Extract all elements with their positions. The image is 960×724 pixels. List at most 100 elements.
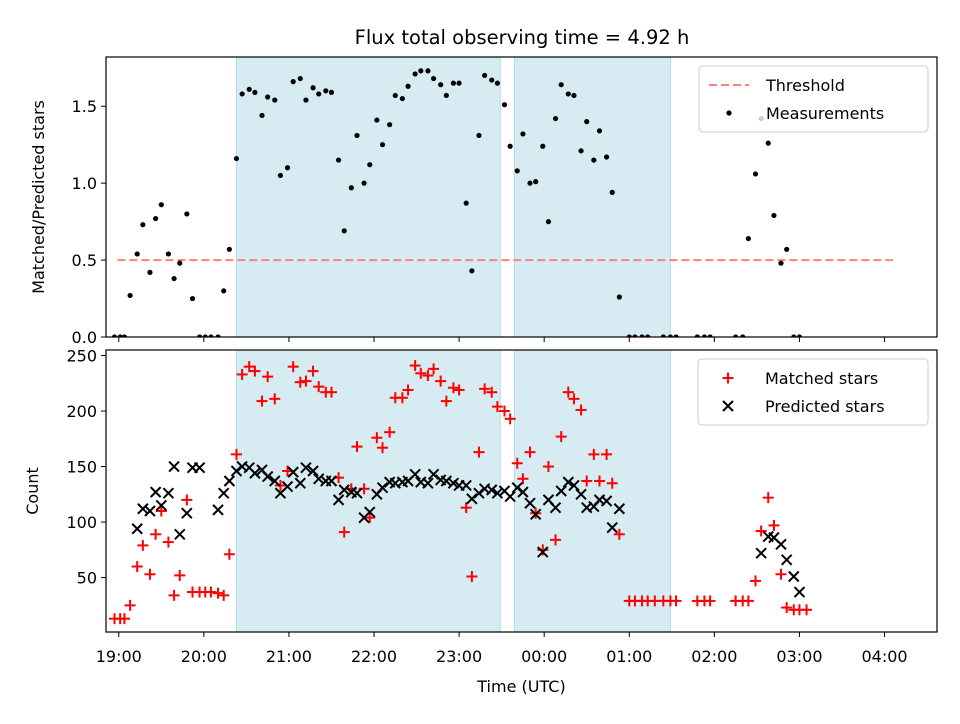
predicted-star-point — [755, 547, 767, 559]
predicted-star-point — [780, 554, 793, 566]
measurement-point — [540, 143, 546, 149]
matched-star-point — [256, 395, 268, 407]
predicted-star-point — [427, 468, 440, 481]
legend-label: Threshold — [765, 76, 845, 95]
top-panel: 0.0 0.5 1.0 1.5 Matched/Predicted stars Thres… — [29, 56, 938, 347]
matched-star-point — [155, 505, 167, 517]
matched-star-point — [218, 589, 230, 601]
matched-star-point — [137, 539, 149, 551]
matched-star-point — [364, 512, 376, 524]
predicted-star-point — [364, 506, 376, 518]
matched-star-point — [274, 479, 286, 491]
matched-star-point — [775, 568, 787, 580]
matched-star-point — [243, 361, 255, 373]
matched-star-point — [124, 599, 136, 611]
measurement-point — [632, 334, 638, 337]
matched-star-point — [670, 595, 682, 607]
predicted-star-point — [529, 508, 542, 521]
predicted-star-point — [504, 490, 516, 503]
measurement-point — [565, 91, 571, 97]
measurement-point — [226, 246, 232, 252]
x-tick-label: 02:00 — [691, 647, 737, 666]
measurement-point — [361, 180, 367, 186]
measurement-point — [707, 334, 713, 337]
y-tick-label: 0.5 — [72, 251, 97, 270]
measurement-point — [215, 334, 221, 337]
matched-star-point — [205, 586, 217, 598]
predicted-star-point — [155, 499, 168, 512]
predicted-star-point — [193, 461, 206, 474]
matched-star-point — [781, 602, 793, 614]
matched-star-point — [466, 570, 478, 582]
measurement-point — [533, 179, 539, 185]
observing-window-1 — [235, 56, 501, 338]
measurement-point — [771, 212, 777, 219]
predicted-star-point — [149, 486, 162, 498]
axes-frame — [105, 349, 938, 633]
matched-star-point — [300, 375, 312, 387]
measurement-point — [545, 219, 552, 225]
matched-star-point — [287, 361, 299, 373]
matched-star-point — [415, 367, 427, 379]
matched-star-point — [801, 604, 813, 616]
measurement-point — [558, 82, 564, 88]
measurement-point — [438, 82, 444, 88]
measurement-point — [645, 334, 651, 337]
measurement-point — [784, 246, 790, 252]
predicted-star-point — [409, 468, 421, 481]
measurement-point — [507, 143, 513, 149]
predicted-star-point — [313, 473, 325, 485]
matched-star-point — [325, 386, 337, 398]
y-tick-label: 250 — [66, 347, 97, 366]
predicted-star-point — [568, 479, 580, 492]
predicted-star-point — [775, 538, 787, 550]
predicted-star-point — [217, 487, 230, 499]
predicted-star-point — [524, 497, 536, 509]
matched-star-point — [435, 375, 447, 387]
measurement-point — [765, 140, 771, 146]
legend-predicted-swatch — [722, 400, 734, 412]
matched-star-point — [749, 575, 761, 587]
matched-star-point — [486, 386, 498, 398]
measurement-point — [233, 155, 240, 162]
matched-star-point — [542, 461, 554, 473]
measurement-point — [374, 117, 380, 123]
matched-star-point — [294, 376, 306, 388]
legend: Matched stars Predicted stars — [697, 358, 929, 426]
matched-star-point — [473, 446, 485, 458]
matched-star-point — [236, 368, 248, 380]
predicted-star-point — [332, 494, 345, 506]
matched-star-point — [371, 432, 383, 444]
matched-star-point — [174, 569, 186, 581]
measurement-point — [277, 172, 284, 179]
predicted-star-point — [562, 476, 575, 488]
matched-star-point — [453, 384, 465, 396]
measurement-point — [571, 92, 577, 99]
predicted-star-point — [281, 480, 294, 493]
measurement-point — [796, 334, 803, 337]
matched-star-point — [396, 392, 408, 404]
measurement-point — [791, 334, 797, 337]
matched-star-point — [550, 534, 562, 546]
predicted-star-point — [422, 477, 434, 489]
legend-measurement-swatch — [726, 110, 732, 116]
matched-star-point — [384, 426, 396, 438]
measurement-point — [127, 292, 133, 299]
predicted-star-point — [325, 475, 338, 487]
predicted-star-point — [788, 570, 800, 583]
predicted-star-point — [486, 484, 498, 496]
measurement-point — [412, 71, 418, 77]
matched-star-point — [118, 613, 130, 625]
measurement-point — [147, 269, 153, 275]
predicted-star-point — [261, 470, 274, 483]
matched-star-point — [517, 473, 529, 485]
measurement-point — [430, 75, 437, 82]
measurement-point — [121, 334, 128, 337]
measurement-point — [476, 132, 482, 139]
matched-star-point — [447, 382, 459, 394]
predicted-star-point — [223, 475, 236, 487]
y-tick-label: 1.5 — [72, 97, 97, 116]
measurement-point — [290, 79, 296, 85]
predicted-star-point — [144, 505, 156, 517]
measurement-point — [405, 83, 411, 89]
